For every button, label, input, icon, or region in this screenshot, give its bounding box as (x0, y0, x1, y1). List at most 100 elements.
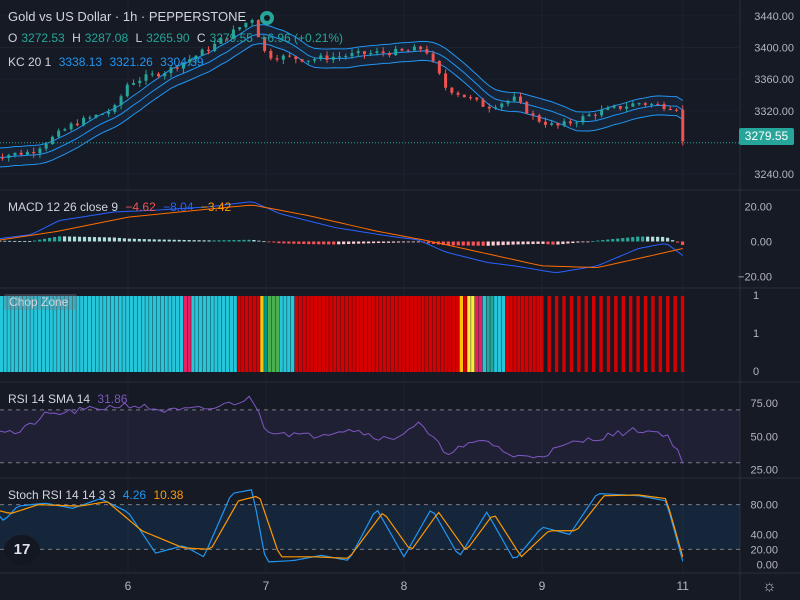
candle-body (69, 123, 73, 130)
chop-zone-bar (490, 296, 494, 372)
candle-body (556, 123, 560, 126)
chop-zone-bar (241, 296, 245, 372)
macd-histogram-bar (137, 238, 141, 242)
chop-zone-bar (191, 296, 195, 372)
close-label: C (196, 31, 206, 45)
macd-signal-line (0, 204, 683, 268)
time-axis-label: 9 (539, 579, 546, 593)
candle-body (425, 49, 429, 54)
chop-zone-bar (122, 296, 126, 372)
stoch-d-line (0, 494, 684, 559)
macd-histogram-bar (242, 239, 246, 242)
candle-body (637, 103, 641, 105)
candle-body (581, 116, 585, 123)
macd-histogram-bar (92, 237, 97, 242)
candle-body (387, 53, 391, 56)
macd-histogram-bar (277, 241, 281, 244)
macd-histogram-bar (526, 241, 530, 245)
chop-legend[interactable]: Chop Zone (4, 294, 78, 310)
chop-zone-bar (577, 296, 581, 372)
time-axis-label: 6 (125, 579, 132, 593)
chop-zone-bar (198, 296, 203, 372)
macd-histogram-bar (371, 241, 376, 244)
chop-zone-bar (233, 296, 237, 372)
chop-zone-bar (164, 296, 168, 372)
chop-zone-bar (356, 296, 360, 372)
chop-zone-bar (536, 296, 540, 372)
macd-histogram-bar (566, 241, 570, 244)
symbol-title[interactable]: Gold vs US Dollar · 1h · PEPPERSTONE (8, 9, 278, 25)
macd-signal-value: −3.42 (200, 200, 232, 214)
chop-zone-bar (114, 296, 118, 372)
chop-zone-bar (256, 296, 260, 372)
chop-zone-bar (673, 296, 677, 372)
kc-upper-value: 3338.13 (58, 55, 103, 69)
macd-line-value: −8.04 (163, 200, 194, 214)
macd-histogram-bar (182, 239, 186, 242)
candle-body (300, 59, 304, 62)
macd-legend[interactable]: MACD 12 26 close 9 −4.62 −8.04 −3.42 (8, 200, 235, 214)
chop-zone-bar (532, 296, 536, 372)
chop-zone-bar (614, 296, 618, 372)
macd-histogram-bar (636, 236, 640, 242)
macd-histogram-bar (581, 241, 585, 243)
candle-body (113, 105, 117, 112)
candle-body (362, 51, 366, 55)
chop-zone-bar (459, 296, 463, 372)
chop-zone-bar (621, 296, 625, 372)
chop-zone-bar (451, 296, 456, 372)
macd-histogram-bar (541, 241, 545, 244)
high-label: H (72, 31, 81, 45)
candle-body (250, 20, 254, 23)
time-axis-label: 8 (401, 579, 408, 593)
candle-body (344, 56, 348, 58)
candle-body (618, 106, 622, 109)
kc-legend[interactable]: KC 20 1 3338.13 3321.26 3304.39 (8, 55, 208, 69)
chop-zone-bar (95, 296, 99, 372)
symbol-title-text: Gold vs US Dollar · 1h · PEPPERSTONE (8, 9, 247, 24)
candle-body (450, 87, 454, 93)
macd-histogram-bar (386, 241, 391, 243)
kc-basis-value: 3321.26 (109, 55, 153, 69)
chop-zone-bar (606, 296, 611, 372)
candle-body (50, 136, 54, 145)
macd-histogram-bar (77, 236, 82, 242)
candle-body (462, 94, 466, 98)
chop-zone-bar (175, 296, 180, 372)
macd-histogram-bar (656, 236, 660, 242)
rsi-legend[interactable]: RSI 14 SMA 14 31.86 (8, 392, 131, 406)
macd-histogram-bar (247, 239, 251, 242)
chop-zone-bar (643, 296, 648, 372)
eye-icon[interactable] (259, 10, 274, 25)
stoch-label: Stoch RSI 14 14 3 3 (8, 488, 116, 502)
chop-zone-bar (352, 296, 356, 372)
macd-histogram-bar (232, 240, 236, 242)
macd-histogram-bar (446, 241, 450, 246)
candle-body (19, 152, 23, 155)
chop-zone-bar (110, 296, 115, 372)
macd-histogram-bar (501, 241, 505, 246)
chop-zone-bar (317, 296, 322, 372)
chop-zone-bar (72, 296, 76, 372)
tradingview-logo[interactable]: 17 (4, 535, 40, 565)
macd-histogram-bar (207, 240, 211, 242)
macd-histogram-bar (167, 239, 171, 242)
settings-gear-icon[interactable]: ☼ (762, 578, 777, 595)
chop-zone-bar (528, 296, 532, 372)
chop-axis-tick: 1 (753, 290, 759, 302)
chop-zone-bar (554, 296, 559, 372)
chop-zone-bar (394, 296, 398, 372)
macd-histogram-bar (675, 241, 680, 243)
chop-zone-bar (244, 296, 249, 372)
kc-upper-line (0, 24, 684, 149)
chop-zone-bar (505, 296, 509, 372)
macd-histogram-bar (651, 236, 655, 242)
stoch-legend[interactable]: Stoch RSI 14 14 3 3 4.26 10.38 (8, 488, 187, 502)
chop-zone-bar (229, 296, 233, 372)
chop-zone-bar (183, 296, 187, 372)
macd-axis-tick: 0.00 (751, 237, 772, 249)
chop-zone-bar (333, 296, 337, 372)
chop-zone-bar (202, 296, 207, 372)
chop-zone-bar (658, 296, 663, 372)
